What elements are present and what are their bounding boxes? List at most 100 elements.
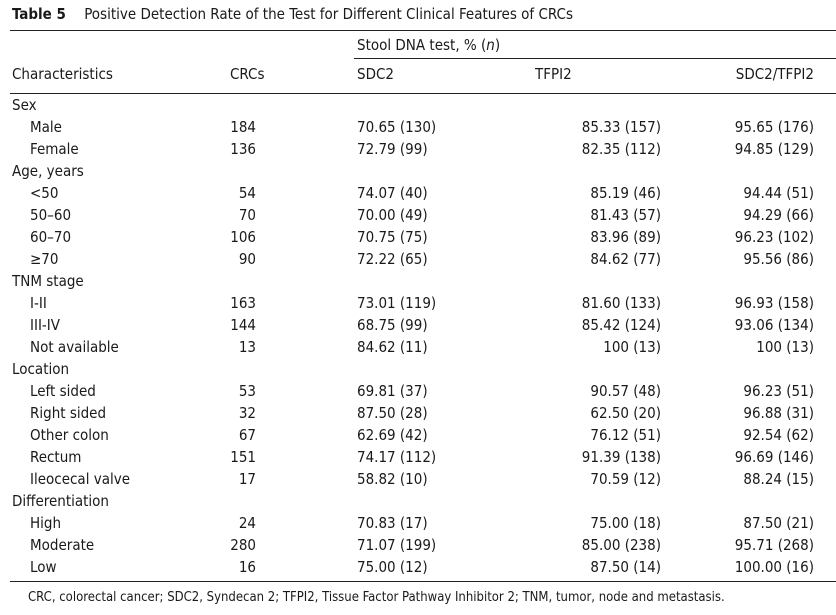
tfpi2-cell: 91.39 (138) — [581, 448, 661, 466]
row-label: 50–60 — [30, 206, 72, 224]
sdc2-cell: 62.69 (42) — [357, 426, 428, 444]
row-label: TNM stage — [12, 272, 84, 290]
sdc2-tfpi2-cell: 87.50 (21) — [743, 514, 814, 532]
table-row: Left sided 53 69.81 (37) 90.57 (48) 96.23 (5… — [0, 380, 836, 402]
table-row: Right sided 32 87.50 (28) 62.50 (20) 96.88 (… — [0, 402, 836, 424]
crcs-cell: 32 — [238, 404, 256, 422]
row-label: III-IV — [30, 316, 61, 334]
sdc2-cell: 84.62 (11) — [357, 338, 428, 356]
table-group-row: Age, years — [0, 160, 836, 182]
sdc2-tfpi2-cell: 96.93 (158) — [734, 294, 814, 312]
tfpi2-cell: 87.50 (14) — [590, 558, 661, 576]
row-label: Moderate — [30, 536, 95, 554]
table-row: Low 16 75.00 (12) 87.50 (14) 100.00 (16) — [0, 556, 836, 578]
sdc2-tfpi2-cell: 94.44 (51) — [743, 184, 814, 202]
sdc2-tfpi2-cell: 93.06 (134) — [734, 316, 814, 334]
sdc2-tfpi2-cell: 96.23 (102) — [734, 228, 814, 246]
tfpi2-cell: 76.12 (51) — [590, 426, 661, 444]
tfpi2-cell: 70.59 (12) — [590, 470, 661, 488]
sdc2-tfpi2-cell: 94.29 (66) — [743, 206, 814, 224]
sdc2-cell: 73.01 (119) — [357, 294, 437, 312]
sdc2-cell: 69.81 (37) — [357, 382, 428, 400]
row-label: Right sided — [30, 404, 107, 422]
tfpi2-cell: 85.19 (46) — [590, 184, 661, 202]
table-row: <50 54 74.07 (40) 85.19 (46) 94.44 (51) — [0, 182, 836, 204]
sdc2-cell: 87.50 (28) — [357, 404, 428, 422]
row-label: ≥70 — [30, 250, 59, 268]
table-row: ≥70 90 72.22 (65) 84.62 (77) 95.56 (86) — [0, 248, 836, 270]
sdc2-tfpi2-cell: 88.24 (15) — [743, 470, 814, 488]
column-header-tfpi2: TFPI2 — [535, 65, 572, 83]
row-label: Location — [12, 360, 70, 378]
sdc2-cell: 72.79 (99) — [357, 140, 428, 158]
sdc2-cell: 70.65 (130) — [357, 118, 437, 136]
sdc2-tfpi2-cell: 100.00 (16) — [734, 558, 814, 576]
table-row: III-IV 144 68.75 (99) 85.42 (124) 93.06 (134… — [0, 314, 836, 336]
tfpi2-cell: 81.43 (57) — [590, 206, 661, 224]
table-header-rule — [10, 93, 836, 94]
table-row: Rectum 151 74.17 (112) 91.39 (138) 96.69 (14… — [0, 446, 836, 468]
row-label: Low — [30, 558, 57, 576]
crcs-cell: 24 — [238, 514, 256, 532]
table-bottom-rule — [10, 581, 836, 582]
crcs-cell: 184 — [230, 118, 256, 136]
tfpi2-cell: 81.60 (133) — [581, 294, 661, 312]
tfpi2-cell: 84.62 (77) — [590, 250, 661, 268]
column-header-characteristics: Characteristics — [12, 65, 113, 83]
table-group-row: TNM stage — [0, 270, 836, 292]
sdc2-cell: 74.17 (112) — [357, 448, 437, 466]
sdc2-tfpi2-cell: 96.88 (31) — [743, 404, 814, 422]
crcs-cell: 144 — [230, 316, 256, 334]
table-number: Table 5 — [12, 5, 66, 23]
crcs-cell: 16 — [238, 558, 256, 576]
tfpi2-cell: 85.42 (124) — [581, 316, 661, 334]
stool-dna-group-header: Stool DNA test, % (n) — [357, 36, 500, 54]
table-top-rule — [10, 30, 836, 31]
column-header-crcs: CRCs — [230, 65, 265, 83]
sdc2-cell: 70.75 (75) — [357, 228, 428, 246]
row-label: Rectum — [30, 448, 82, 466]
tfpi2-cell: 75.00 (18) — [590, 514, 661, 532]
table-row: Moderate 280 71.07 (199) 85.00 (238) 95.71 (… — [0, 534, 836, 556]
tfpi2-cell: 85.33 (157) — [581, 118, 661, 136]
table-body: Sex Male 184 70.65 (130) 85.33 (157) 95.65 (1… — [0, 94, 836, 578]
sdc2-tfpi2-cell: 94.85 (129) — [734, 140, 814, 158]
table-row: High 24 70.83 (17) 75.00 (18) 87.50 (21) — [0, 512, 836, 534]
group-header-text: Stool DNA test, % (n) — [357, 36, 501, 54]
table-row: I-II 163 73.01 (119) 81.60 (133) 96.93 (158) — [0, 292, 836, 314]
row-label: <50 — [30, 184, 59, 202]
crcs-cell: 280 — [230, 536, 256, 554]
row-label: Left sided — [30, 382, 96, 400]
sdc2-cell: 58.82 (10) — [357, 470, 428, 488]
crcs-cell: 17 — [238, 470, 256, 488]
table-group-row: Differentiation — [0, 490, 836, 512]
sdc2-tfpi2-cell: 92.54 (62) — [743, 426, 814, 444]
tfpi2-cell: 90.57 (48) — [590, 382, 661, 400]
sdc2-tfpi2-cell: 96.23 (51) — [743, 382, 814, 400]
table-group-row: Location — [0, 358, 836, 380]
table-row: Ileocecal valve 17 58.82 (10) 70.59 (12) 88.… — [0, 468, 836, 490]
table-row: 60–70 106 70.75 (75) 83.96 (89) 96.23 (102) — [0, 226, 836, 248]
row-label: 60–70 — [30, 228, 72, 246]
crcs-cell: 106 — [230, 228, 256, 246]
table-title: Positive Detection Rate of the Test for … — [84, 5, 573, 23]
row-label: Ileocecal valve — [30, 470, 131, 488]
row-label: Male — [30, 118, 62, 136]
sdc2-tfpi2-cell: 95.71 (268) — [734, 536, 814, 554]
row-label: Sex — [12, 96, 37, 114]
sdc2-cell: 70.83 (17) — [357, 514, 428, 532]
crcs-cell: 136 — [230, 140, 256, 158]
row-label: High — [30, 514, 62, 532]
table-row: Female 136 72.79 (99) 82.35 (112) 94.85 (129… — [0, 138, 836, 160]
crcs-cell: 67 — [238, 426, 256, 444]
group-header-rule — [354, 58, 836, 59]
crcs-cell: 90 — [238, 250, 256, 268]
sdc2-cell: 70.00 (49) — [357, 206, 428, 224]
crcs-cell: 163 — [230, 294, 256, 312]
row-label: I-II — [30, 294, 47, 312]
table-caption: Table 5 Positive Detection Rate of the T… — [12, 5, 573, 23]
table-group-row: Sex — [0, 94, 836, 116]
table-row: Male 184 70.65 (130) 85.33 (157) 95.65 (176) — [0, 116, 836, 138]
tfpi2-cell: 100 (13) — [603, 338, 661, 356]
column-header-sdc2: SDC2 — [357, 65, 394, 83]
